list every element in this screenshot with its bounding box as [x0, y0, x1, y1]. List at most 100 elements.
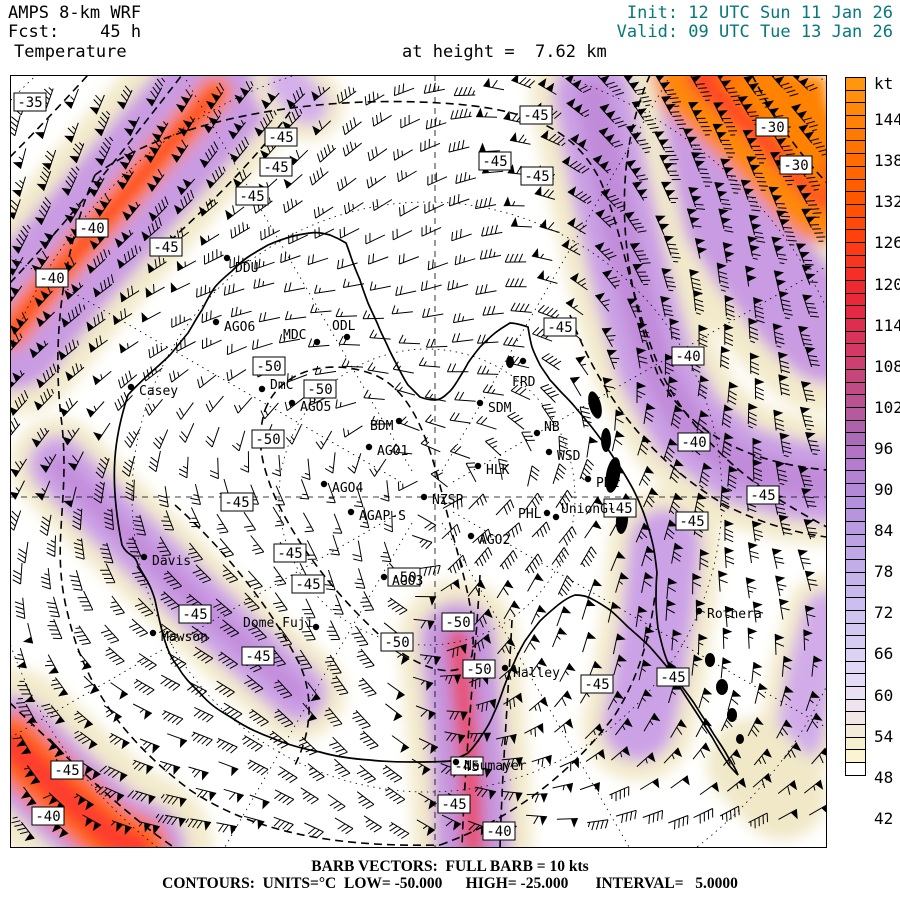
colorbar-cell [845, 292, 866, 307]
svg-text:AGO2: AGO2 [479, 533, 510, 548]
contour-label: -45 [478, 151, 512, 171]
svg-text:-50: -50 [466, 662, 491, 678]
colorbar-cell [845, 622, 866, 637]
wind-barbs [10, 75, 827, 841]
colorbar-tick-label: 144 [874, 110, 900, 130]
colorbar-cell [845, 444, 866, 459]
colorbar-cell [845, 546, 866, 561]
contour-label: -45 [235, 186, 269, 206]
colorbar-cell [845, 609, 866, 624]
svg-text:-40: -40 [675, 349, 700, 365]
svg-text:DDU: DDU [235, 261, 258, 276]
contour-label: -45 [746, 485, 780, 505]
forecast-hour: Fcst: 45 h [8, 22, 142, 42]
model-title: AMPS 8-km WRF [8, 3, 142, 23]
station-marker: DmC [258, 378, 293, 393]
colorbar-tick-label: 120 [874, 274, 900, 294]
colorbar-cell [845, 762, 866, 776]
colorbar-cell [845, 533, 866, 548]
antarctica-coastline [113, 231, 739, 776]
svg-text:FRD: FRD [512, 375, 536, 390]
contour-label: -45 [437, 794, 471, 814]
colorbar-cell [845, 635, 866, 649]
contour-label: -40 [75, 218, 109, 238]
field-name: Temperature [14, 42, 127, 62]
contour-label: -50 [303, 379, 337, 399]
svg-text:Mawson: Mawson [161, 630, 208, 645]
contour-label: -50 [387, 567, 421, 587]
svg-text:PHL: PHL [518, 507, 542, 522]
contour-label: -40 [482, 821, 516, 841]
colorbar [845, 77, 866, 776]
contour-label: -50 [252, 356, 286, 376]
colorbar-tick-label: 108 [874, 356, 900, 376]
contour-label: -45 [520, 166, 554, 186]
svg-text:-40: -40 [681, 435, 706, 451]
svg-text:DmC: DmC [270, 378, 293, 393]
colorbar-cell [845, 191, 866, 205]
colorbar-tick-label: 42 [874, 808, 894, 828]
svg-text:Rothera: Rothera [707, 607, 762, 622]
station-marker: AGO1 [365, 443, 408, 459]
station-marker: AGAP-S [347, 508, 406, 524]
colorbar-tick-label: 60 [874, 685, 894, 705]
colorbar-cell [845, 368, 866, 383]
station-marker: WSD [545, 448, 581, 464]
colorbar-cell [845, 77, 866, 91]
colorbar-cell [845, 483, 866, 497]
colorbar-tick-label: 132 [874, 192, 900, 212]
colorbar-tick-label: 84 [874, 521, 894, 541]
svg-text:-40: -40 [79, 221, 104, 237]
svg-text:-40: -40 [486, 824, 511, 840]
svg-text:AGO5: AGO5 [300, 400, 331, 415]
colorbar-cell [845, 571, 866, 586]
colorbar-cell [845, 419, 866, 434]
colorbar-tick-label: 126 [874, 233, 900, 253]
contour-label: -45 [580, 674, 614, 694]
svg-text:-45: -45 [454, 759, 479, 775]
contour-label: -45 [656, 667, 690, 687]
colorbar-tick-label: 54 [874, 726, 894, 746]
colorbar-tick-label: 102 [874, 397, 900, 417]
colorbar-cell [845, 508, 866, 523]
station-marker: NZSP [420, 493, 463, 508]
graticule [10, 75, 827, 848]
svg-text:-50: -50 [445, 615, 470, 631]
station-marker: MDC [283, 328, 321, 346]
svg-text:BDM: BDM [370, 419, 394, 434]
svg-text:UnionGl: UnionGl [561, 502, 616, 517]
svg-text:AGAP-S: AGAP-S [359, 509, 406, 524]
colorbar-cell [845, 330, 866, 345]
svg-text:-40: -40 [35, 809, 60, 825]
station-marker: Mawson [149, 629, 208, 645]
svg-text:-35: -35 [17, 95, 42, 111]
svg-text:-45: -45 [584, 677, 609, 693]
station-marker: AGO4 [320, 480, 363, 496]
svg-text:-45: -45 [750, 488, 775, 504]
svg-text:-45: -45 [153, 240, 178, 256]
svg-text:-45: -45 [239, 189, 264, 205]
svg-text:NB: NB [544, 420, 560, 435]
svg-text:Dome Fuji: Dome Fuji [243, 616, 313, 631]
contour-legend: CONTOURS: UNITS=°C LOW= -50.000 HIGH= -2… [162, 875, 738, 892]
contour-label: -30 [755, 117, 789, 137]
svg-text:-45: -45 [263, 160, 288, 176]
svg-text:-30: -30 [759, 120, 784, 136]
colorbar-cell [845, 305, 866, 320]
colorbar-cell [845, 89, 866, 104]
contour-label: -50 [251, 429, 285, 449]
colorbar-cell [845, 203, 866, 218]
svg-text:AGO4: AGO4 [332, 481, 363, 496]
svg-text:AGO1: AGO1 [377, 444, 408, 459]
colorbar-cell [845, 102, 866, 117]
height-label: at height = 7.62 km [402, 42, 607, 62]
svg-text:-45: -45 [245, 649, 270, 665]
colorbar-cell [845, 724, 866, 738]
svg-text:-45: -45 [523, 108, 548, 124]
svg-text:Casey: Casey [139, 384, 178, 399]
colorbar-cell [845, 140, 866, 155]
contour-labels: -35 -40 -40 -45 -45 -45 -45 -45 -45 -45 -30 -30 -45 -… [13, 92, 813, 841]
station-marker: ODL [332, 319, 356, 341]
station-marker: AGO6 [212, 318, 255, 335]
colorbar-cell [845, 165, 866, 180]
